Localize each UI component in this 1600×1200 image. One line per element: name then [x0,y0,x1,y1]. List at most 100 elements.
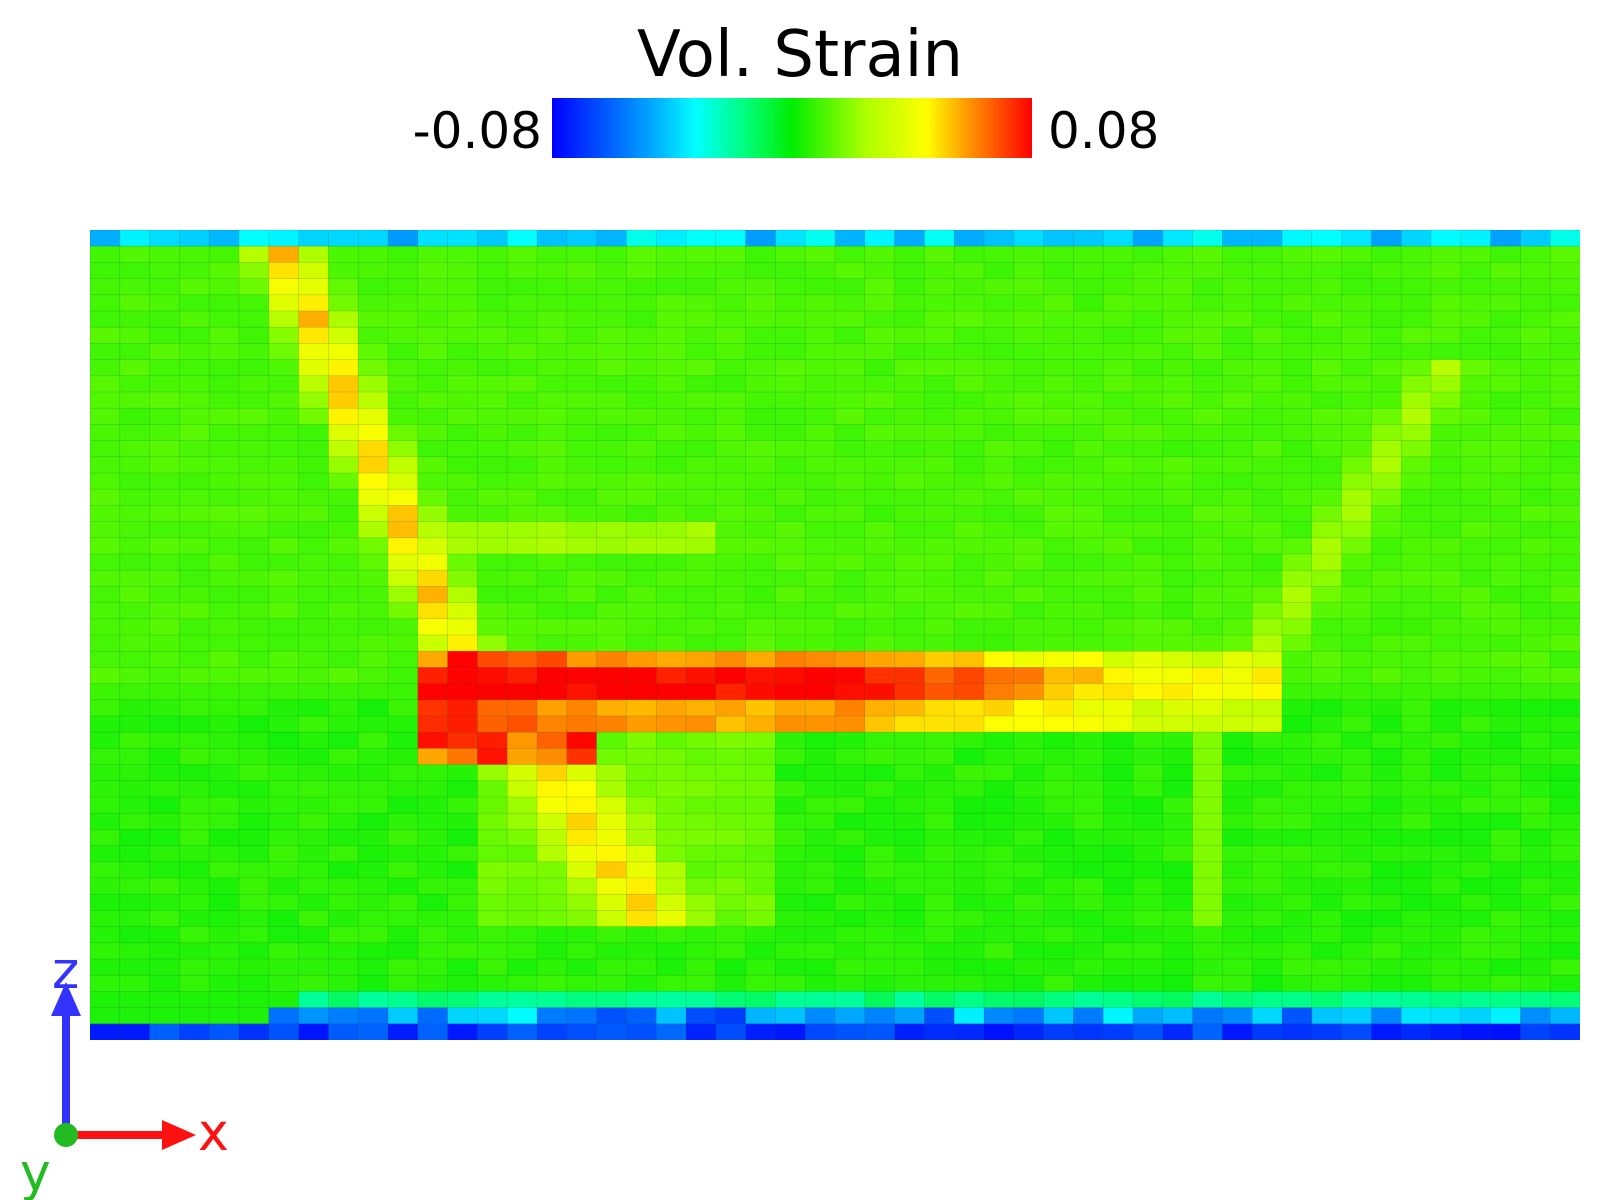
strain-cell [1430,553,1462,571]
strain-cell [90,861,121,879]
strain-cell [1490,715,1521,733]
strain-cell [298,310,330,328]
strain-cell [477,893,508,912]
strain-cell [119,926,151,944]
strain-cell [1102,424,1134,442]
strain-cell [1102,893,1134,912]
strain-cell [1132,812,1164,831]
strain-cell [1132,424,1164,442]
strain-cell [1281,845,1313,863]
strain-cell [238,278,270,296]
strain-cell [1281,488,1313,507]
strain-cell [894,424,925,442]
strain-cell [1251,230,1283,247]
strain-cell [1073,942,1104,960]
strain-cell [1192,780,1223,798]
strain-cell [685,634,717,652]
strain-cell [715,553,747,571]
strain-cell [566,1023,598,1040]
strain-cell [1013,230,1045,247]
strain-cell [715,310,747,328]
strain-cell [983,230,1015,247]
strain-cell [924,893,955,912]
strain-cell [238,375,270,393]
strain-cell [1222,537,1253,555]
strain-cell [387,521,419,539]
strain-cell [1549,699,1580,717]
strain-cell [924,845,955,863]
strain-cell [268,278,300,296]
strain-cell [715,343,747,361]
strain-cell [1490,569,1521,588]
strain-cell [566,472,598,490]
strain-cell [1490,796,1521,814]
strain-cell [1549,602,1580,620]
strain-cell [1251,991,1283,1009]
strain-cell [417,829,449,847]
strain-cell [1102,796,1134,814]
strain-cell [626,796,657,814]
strain-cell [1460,780,1492,798]
strain-cell [90,812,121,831]
strain-cell [1549,667,1580,685]
strain-cell [804,683,836,701]
strain-cell [1162,699,1194,717]
strain-cell [1192,359,1223,377]
strain-cell [447,424,479,442]
strain-cell [596,343,628,361]
strain-cell [894,715,925,733]
strain-cell [1371,310,1402,328]
strain-cell [1162,796,1194,814]
strain-cell [149,424,180,442]
strain-cell [387,699,419,717]
strain-cell [208,343,240,361]
strain-cell [1520,278,1551,296]
strain-cell [119,278,151,296]
strain-cell [1400,521,1432,539]
strain-cell [149,634,180,652]
strain-cell [685,650,717,669]
strain-cell [1013,650,1045,669]
strain-cell [447,926,479,944]
strain-cell [1073,877,1104,895]
strain-cell [894,440,925,458]
strain-cell [149,861,180,879]
strain-cell [1162,731,1194,750]
strain-cell [596,537,628,555]
strain-cell [864,326,896,344]
strain-cell [90,262,121,280]
strain-cell [566,553,598,571]
strain-cell [655,521,687,539]
strain-cell [298,472,330,490]
strain-cell [1549,521,1580,539]
strain-cell [834,829,866,847]
strain-cell [775,812,806,831]
strain-cell [1520,829,1551,847]
strain-cell [1520,667,1551,685]
strain-cell [566,326,598,344]
strain-cell [208,505,240,523]
strain-cell [596,262,628,280]
strain-cell [447,715,479,733]
strain-cell [983,650,1015,669]
strain-cell [1549,845,1580,863]
strain-cell [208,812,240,831]
strain-cell [506,1007,538,1025]
strain-cell [924,650,955,669]
strain-cell [357,586,389,604]
strain-cell [1490,310,1521,328]
strain-cell [1430,488,1462,507]
strain-cell [775,245,806,264]
strain-cell [447,991,479,1009]
strain-cell [775,602,806,620]
strain-cell [1192,764,1223,782]
strain-cell [983,488,1015,507]
strain-cell [626,974,657,993]
strain-cell [1043,877,1074,895]
strain-cell [1371,829,1402,847]
strain-cell [745,893,776,912]
strain-cell [864,715,896,733]
strain-cell [1073,780,1104,798]
strain-cell [208,569,240,588]
strain-cell [1222,942,1253,960]
